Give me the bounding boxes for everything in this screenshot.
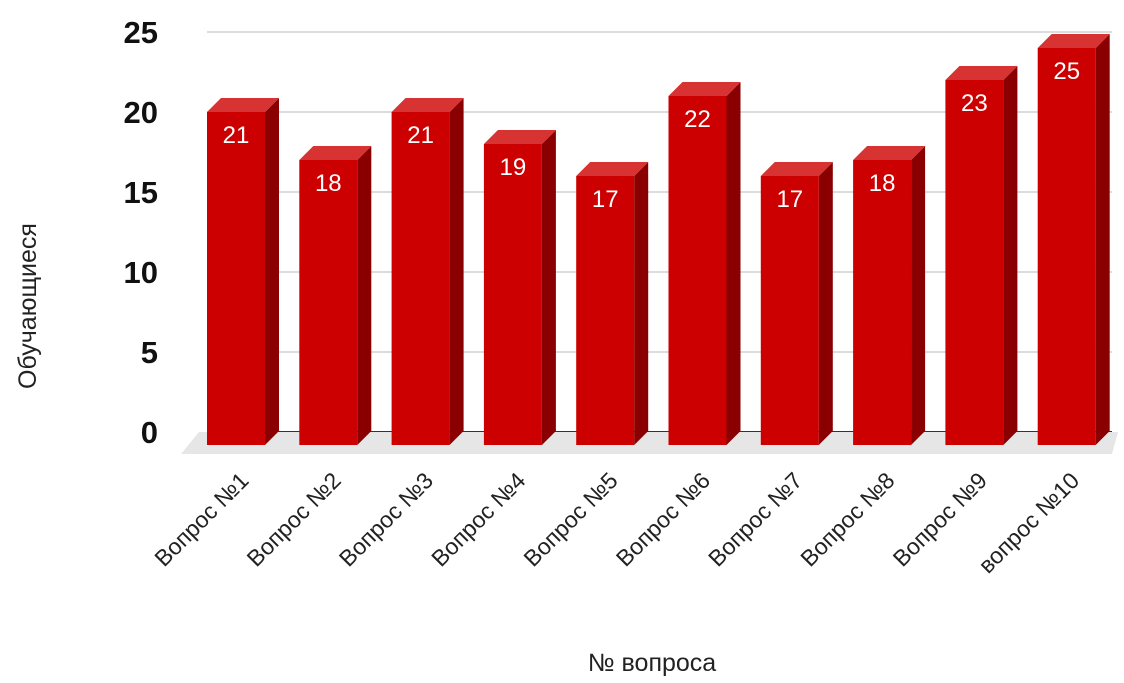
y-tick-label: 25 — [124, 15, 158, 50]
x-tick-label: Вопрос №8 — [795, 467, 899, 571]
y-tick-label: 15 — [124, 175, 158, 210]
x-tick-label: Вопрос №6 — [611, 467, 715, 571]
bar-top — [760, 162, 833, 176]
x-tick-label: Вопрос №4 — [426, 467, 530, 571]
bar-side — [726, 82, 741, 445]
bar — [576, 176, 635, 445]
bar — [391, 112, 450, 445]
bar-top — [945, 66, 1018, 80]
data-label: 23 — [961, 90, 988, 117]
x-tick-label: Вопрос №3 — [334, 467, 438, 571]
x-tick-label: Вопрос №5 — [518, 467, 622, 571]
bar-side — [357, 146, 372, 445]
data-label: 17 — [592, 186, 619, 213]
y-axis-ticks: 0 5 10 15 20 25 — [124, 15, 158, 450]
data-label: 17 — [776, 186, 803, 213]
data-label: 21 — [223, 122, 250, 149]
bar — [1037, 48, 1096, 445]
bar — [483, 144, 542, 445]
data-label: 21 — [407, 122, 434, 149]
x-tick-label: Вопрос №7 — [703, 467, 807, 571]
bar-side — [818, 162, 833, 445]
bar-side — [1095, 34, 1110, 445]
x-tick-label: Вопрос №2 — [242, 467, 346, 571]
x-axis-title: № вопроса — [588, 649, 717, 677]
y-tick-label: 10 — [124, 255, 158, 290]
bar — [760, 176, 819, 445]
bar — [299, 160, 358, 445]
y-axis-title: Обучающиеся — [14, 223, 42, 389]
bar-side — [634, 162, 649, 445]
bar-top — [668, 82, 741, 96]
bar-top — [576, 162, 649, 176]
data-label: 18 — [315, 170, 342, 197]
bar-top — [853, 146, 926, 160]
data-label: 25 — [1053, 58, 1080, 85]
bar-top — [207, 98, 279, 112]
bar-top — [1037, 34, 1110, 48]
bar — [207, 112, 265, 445]
y-tick-label: 5 — [141, 335, 158, 370]
bar — [945, 80, 1004, 445]
data-labels: 21 18 21 19 17 22 17 18 23 25 — [223, 58, 1080, 213]
bar-top — [483, 130, 556, 144]
x-tick-label: Вопрос №1 — [149, 467, 253, 571]
bar-side — [911, 146, 926, 445]
bar-side — [265, 98, 279, 445]
bar-top — [299, 146, 372, 160]
bar-side — [1003, 66, 1018, 445]
bar-side — [541, 130, 556, 445]
y-tick-label: 0 — [141, 415, 158, 450]
bar — [668, 96, 727, 445]
data-label: 18 — [869, 170, 896, 197]
bars — [207, 34, 1110, 445]
y-tick-label: 20 — [124, 95, 158, 130]
data-label: 19 — [500, 154, 527, 181]
data-label: 22 — [684, 106, 711, 133]
bar — [853, 160, 912, 445]
bar-side — [449, 98, 464, 445]
bar-top — [391, 98, 464, 112]
